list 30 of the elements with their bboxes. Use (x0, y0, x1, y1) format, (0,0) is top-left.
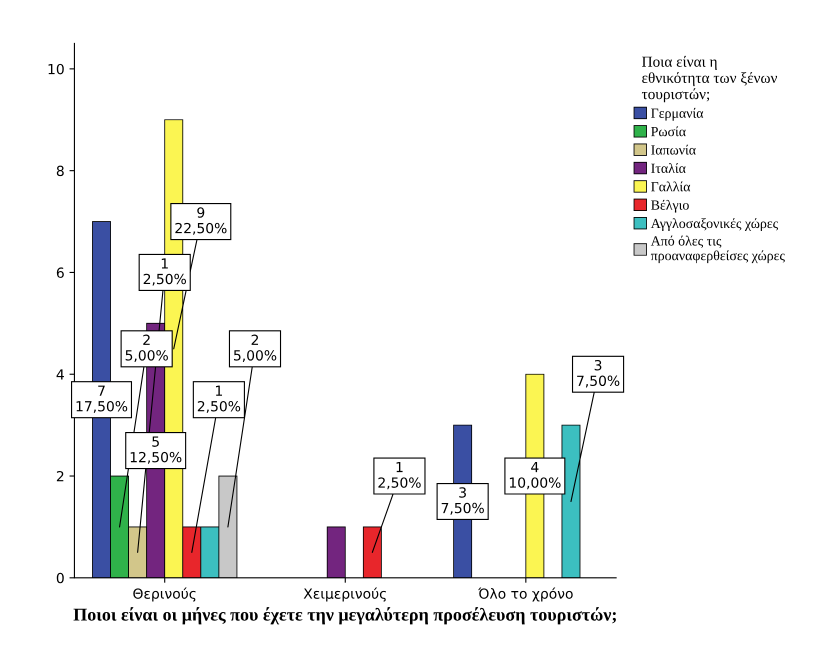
x-tick-label: Θερινούς (133, 588, 196, 602)
y-tick-label: 4 (56, 369, 64, 380)
data-label: 1 2,50% (378, 462, 421, 490)
legend-label: Αγγλοσαξονικές χώρες (650, 218, 778, 231)
data-label: 1 2,50% (198, 386, 240, 413)
y-tick-label: 8 (56, 166, 64, 176)
data-label: 9 22,50% (175, 207, 227, 235)
data-label: 2 5,00% (234, 334, 276, 362)
legend-label: Γερμανία (651, 108, 704, 121)
legend-label: Ιαπωνία (651, 144, 696, 155)
legend-label: Ρωσία (651, 126, 686, 136)
x-tick-label: Χειμερινούς (304, 588, 386, 602)
y-tick-label: 6 (56, 267, 64, 278)
x-tick-label: Όλο το χρόνο (478, 588, 573, 602)
data-label: 7 17,50% (76, 386, 128, 413)
data-label: 3 7,50% (577, 360, 620, 388)
data-label: 4 10,00% (510, 462, 561, 490)
legend-label: Βέλγιο (651, 200, 689, 213)
legend-label: Από όλες τις προαναφερθείσες χώρες (650, 236, 785, 264)
legend-label: Γαλλία (651, 181, 690, 192)
legend-label: Ιταλία (651, 163, 686, 173)
x-axis-title: Ποιοι είναι οι μήνες που έχετε την μεγαλύτερη προσέλευση τουριστών; (74, 607, 616, 624)
y-tick-label: 0 (56, 572, 64, 584)
y-tick-label: 2 (56, 471, 64, 482)
data-label: 3 7,50% (442, 487, 484, 515)
legend-title: Ποια είναι η εθνικότητα των ξένων τουριστών; (642, 56, 778, 102)
y-tick-label: 10 (48, 64, 64, 74)
data-label: 5 12,50% (130, 436, 182, 464)
data-label: 2 5,00% (126, 334, 168, 362)
data-label: 1 2,50% (144, 258, 186, 286)
